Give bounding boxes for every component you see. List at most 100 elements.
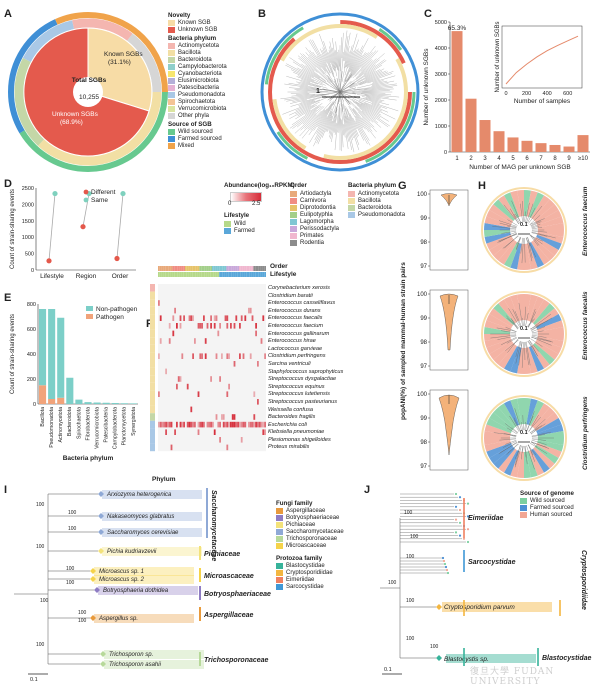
tree-branch xyxy=(352,90,390,92)
order-legend-label: Primates xyxy=(300,232,324,239)
tree-branch xyxy=(295,96,330,111)
tree-sector xyxy=(536,442,562,458)
species-label: Enterococcus faecalis xyxy=(268,315,323,322)
order-annotation-cell xyxy=(203,266,205,271)
f-phylum-legend-item: Bacillota xyxy=(348,197,405,204)
tree-branch xyxy=(355,115,364,129)
heatmap-cell xyxy=(172,315,175,321)
tree-branch xyxy=(528,441,547,448)
order-annotation-cell xyxy=(222,266,225,271)
heatmap-cell xyxy=(165,421,167,428)
tree-branch xyxy=(529,326,546,333)
order-legend-swatch xyxy=(290,204,297,211)
tree-sector xyxy=(517,398,524,425)
lifestyle-annotation-cell xyxy=(237,272,239,277)
heatmap-cell xyxy=(228,421,230,428)
protozoa-legend-swatch xyxy=(276,569,283,576)
lifestyle-annotation-cell xyxy=(233,272,236,277)
lifestyle-annotation-cell xyxy=(248,272,250,277)
heatmap-cell xyxy=(199,421,202,428)
taxon-label: Botryosphaeria dothidea xyxy=(103,588,169,594)
tree-branch xyxy=(299,101,332,137)
tree-branch xyxy=(297,104,318,117)
species-label: Streptococcus pasteurianus xyxy=(268,398,338,405)
lifestyle-legend-item: Wild xyxy=(224,220,255,227)
tree-sector xyxy=(493,342,516,365)
tree-branch xyxy=(358,111,377,133)
species-label: Streptococcus dysgalactiae xyxy=(268,376,337,383)
source-legend-swatch xyxy=(168,142,175,149)
tree-branch xyxy=(505,439,519,445)
heatmap-cell xyxy=(244,421,247,428)
tree-branch xyxy=(285,64,312,78)
tree-sector xyxy=(537,431,564,438)
order-legend-swatch xyxy=(290,197,297,204)
bootstrap-label: 100 xyxy=(66,580,75,586)
order-annotation-cell xyxy=(179,266,182,271)
y-tick-label: 2000 xyxy=(435,98,447,104)
species-label: Enterococcus hirae xyxy=(268,338,316,345)
heatmap-cell xyxy=(237,421,239,428)
tree-branch xyxy=(326,116,333,132)
tree-branch xyxy=(522,201,524,225)
tree-branch xyxy=(341,52,344,78)
heatmap-cell xyxy=(260,338,263,344)
inset-x-tick-label: 400 xyxy=(543,91,552,97)
lifestyle-legend-label: Wild xyxy=(234,220,246,227)
inset-frame xyxy=(501,25,583,89)
lifestyle-annotation-cell xyxy=(249,272,252,277)
phylum-legend-label: Patescibacteria xyxy=(178,84,220,91)
tree-branch xyxy=(357,69,381,83)
order-legend-swatch xyxy=(290,211,297,218)
phylum-legend-swatch xyxy=(168,56,175,63)
heatmap-cell xyxy=(210,323,212,329)
tree-branch xyxy=(321,91,341,96)
heatmap-cell xyxy=(192,315,194,321)
tree-sector xyxy=(524,398,531,425)
panel-b-scale-label: 1 xyxy=(316,88,320,95)
heatmap-cell xyxy=(233,414,236,420)
tree-branch xyxy=(339,91,350,99)
phylum-legend-item: Verrucomicrobiota xyxy=(168,105,248,112)
tree-branch xyxy=(339,91,357,95)
tree-branch xyxy=(349,98,390,127)
heatmap-cell xyxy=(203,315,205,321)
family-label: Blastocystidae xyxy=(542,655,592,662)
fungi-legend-label: Botryosphaeriaceae xyxy=(286,514,340,521)
tree-sector xyxy=(510,294,522,321)
tree-branch xyxy=(361,93,392,96)
heatmap-cell xyxy=(159,421,162,428)
tree-sector xyxy=(504,192,520,218)
tree-branch xyxy=(524,443,528,465)
heatmap-cell xyxy=(213,315,216,321)
tree-branch xyxy=(354,59,372,77)
heatmap-cell xyxy=(224,421,227,428)
y-tick-label: 3000 xyxy=(435,72,447,78)
tree-sector xyxy=(510,243,522,270)
tree-branch xyxy=(304,103,323,115)
tree-branch xyxy=(515,339,522,364)
tree-branch xyxy=(526,235,536,258)
tree-branch xyxy=(525,339,531,366)
y-tick-label: 99 xyxy=(420,216,427,222)
heatmap-cell xyxy=(181,353,184,359)
tree-branch xyxy=(502,440,519,448)
phylum-annotation-cell xyxy=(150,428,155,436)
tree-branch xyxy=(509,415,521,434)
tree-branch xyxy=(350,45,376,79)
family-label: Botryosphaeriaceae xyxy=(204,591,271,598)
f-phylum-legend-label: Actinomycetota xyxy=(358,190,400,197)
y-tick-label: 97 xyxy=(420,264,427,270)
tree-sector xyxy=(528,192,544,218)
fungi-legend-swatch xyxy=(276,521,283,528)
bootstrap-label: 100 xyxy=(68,526,77,532)
tree-branch xyxy=(358,99,389,113)
tree-branch xyxy=(339,88,360,93)
x-tick-label: Region xyxy=(76,273,97,280)
x-tick-label: Spirochaetota xyxy=(76,407,82,439)
lifestyle-legend-title: Lifestyle xyxy=(224,212,250,219)
tip-marker xyxy=(441,556,445,560)
tree-sector xyxy=(504,450,520,476)
tree-sector xyxy=(489,237,514,256)
tree-branch xyxy=(284,94,325,101)
